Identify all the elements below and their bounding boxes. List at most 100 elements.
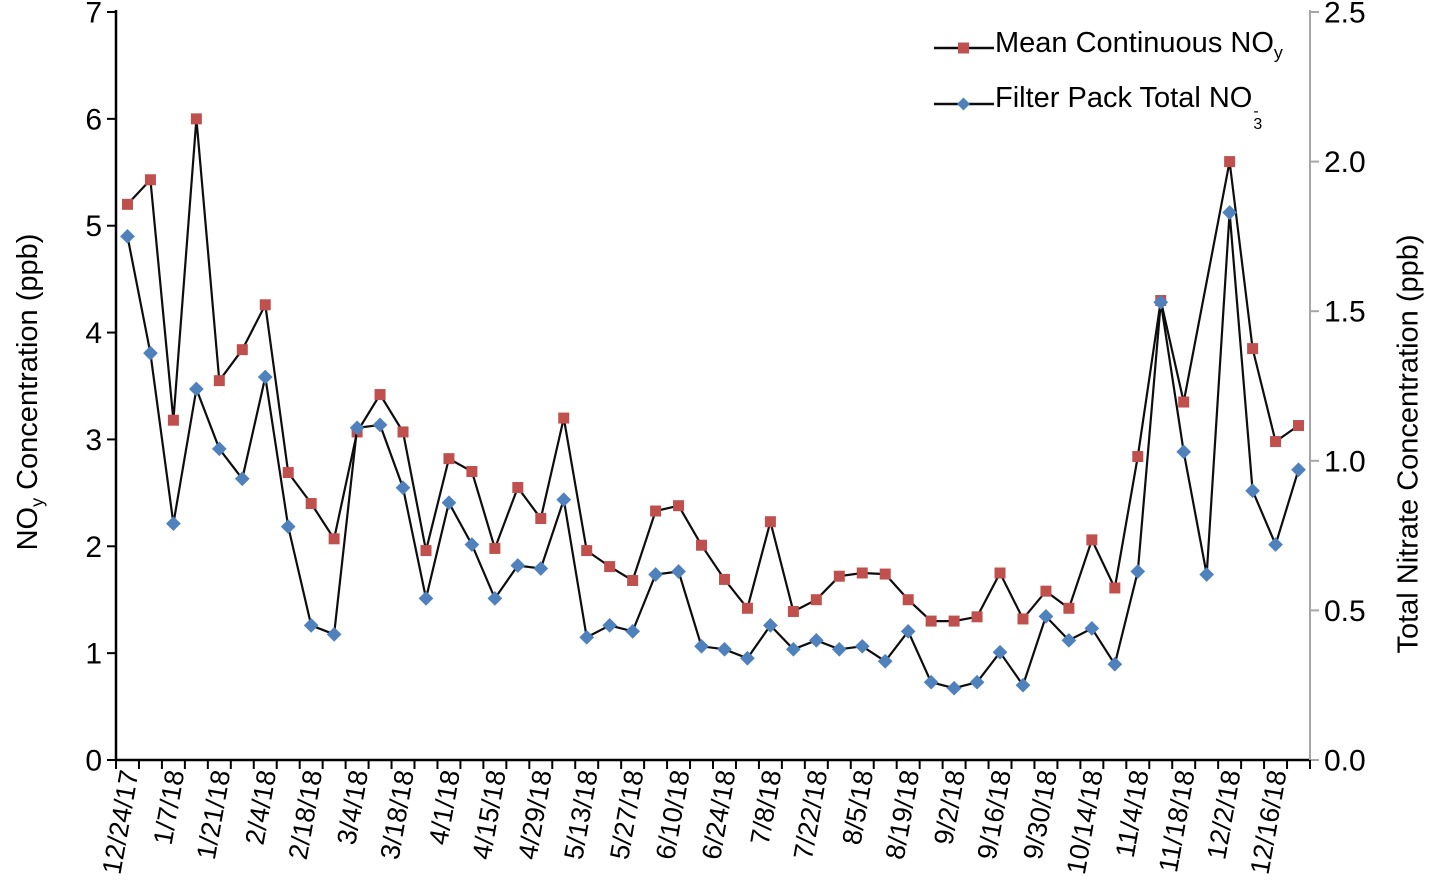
data-point-marker <box>443 453 455 465</box>
data-point-marker <box>1130 564 1146 579</box>
data-point-marker <box>764 516 776 528</box>
data-point-marker <box>190 113 202 125</box>
x-tick-label: 5/27/18 <box>604 768 649 862</box>
data-point-marker <box>464 537 480 552</box>
data-point-marker <box>1293 420 1305 432</box>
data-point-marker <box>372 417 388 433</box>
data-point-marker <box>1107 656 1123 672</box>
left-tick-label: 7 <box>85 0 102 30</box>
data-point-marker <box>650 505 662 517</box>
data-point-marker <box>994 567 1006 579</box>
data-point-marker <box>349 420 365 436</box>
x-tick-label: 12/16/18 <box>1245 768 1293 877</box>
data-point-marker <box>1268 537 1283 552</box>
x-tick-label: 2/18/18 <box>283 768 328 862</box>
data-point-marker <box>510 558 526 573</box>
x-tick-label: 10/14/18 <box>1061 768 1109 877</box>
data-point-marker <box>627 574 639 586</box>
x-tick-label: 12/2/18 <box>1201 768 1246 862</box>
data-point-marker <box>144 174 156 186</box>
right-tick-label: 2.0 <box>1324 146 1366 179</box>
x-tick-label: 1/7/18 <box>148 768 191 847</box>
data-point-marker <box>969 674 985 690</box>
x-tick-label: 8/19/18 <box>880 768 925 862</box>
data-point-marker <box>877 653 893 669</box>
data-point-marker <box>1040 585 1052 597</box>
legend-marker-blue-diamond <box>934 97 994 111</box>
left-axis-title-subscript: y <box>27 497 48 507</box>
x-tick-label: 11/18/18 <box>1153 768 1200 875</box>
data-point-marker <box>602 618 618 633</box>
data-point-marker <box>533 561 549 576</box>
data-point-marker <box>786 641 801 657</box>
x-tick-label: 3/18/18 <box>375 768 420 862</box>
data-point-marker <box>556 492 572 508</box>
data-point-marker <box>1270 436 1282 448</box>
data-point-marker <box>948 615 960 627</box>
data-point-marker <box>1291 462 1306 478</box>
right-tick-label: 1.0 <box>1324 445 1366 478</box>
legend-marker-red-square <box>934 42 994 54</box>
data-point-marker <box>992 644 1008 660</box>
data-point-marker <box>810 594 822 606</box>
left-tick-label: 6 <box>85 103 102 136</box>
x-tick-label: 12/24/17 <box>97 768 145 877</box>
data-point-marker <box>581 545 593 557</box>
x-tick-label: 4/29/18 <box>513 768 558 862</box>
x-tick-label: 6/24/18 <box>696 768 741 862</box>
left-tick-label: 3 <box>85 424 102 457</box>
data-point-marker <box>879 568 891 580</box>
left-tick-label: 4 <box>85 317 102 350</box>
data-point-marker <box>395 480 411 496</box>
data-point-marker <box>971 611 983 623</box>
data-point-marker <box>374 389 386 401</box>
x-axis-ticks: 12/24/17 1/7/18 1/21/18 2/4/18 2/18/18 3/4/18… <box>97 760 1311 877</box>
right-tick-label: 0.5 <box>1324 595 1366 628</box>
legend: Mean Continuous NOy Filter Pack Total NO… <box>934 22 1283 132</box>
data-point-marker <box>1199 567 1215 582</box>
data-point-marker <box>121 198 133 210</box>
data-point-marker <box>328 533 340 545</box>
right-tick-label: 1.5 <box>1324 296 1366 329</box>
data-point-marker <box>579 629 595 645</box>
x-tick-label: 4/15/18 <box>467 768 512 862</box>
left-tick-label: 1 <box>85 638 102 671</box>
data-point-marker <box>856 567 868 579</box>
data-point-marker <box>902 594 914 606</box>
data-point-marker <box>120 229 135 244</box>
legend-label: Filter Pack Total NO -3 <box>995 82 1263 133</box>
data-point-marker <box>741 602 753 614</box>
data-point-marker <box>1178 396 1190 408</box>
data-point-marker <box>1109 582 1121 594</box>
data-point-marker <box>1132 451 1144 463</box>
x-tick-label: 7/8/18 <box>745 768 788 847</box>
data-point-marker <box>718 573 730 585</box>
data-point-marker <box>397 426 409 438</box>
left-axis-ticks: 0 1 2 3 4 5 6 7 <box>85 0 116 778</box>
data-point-marker <box>696 539 708 551</box>
data-point-marker <box>167 414 179 426</box>
data-point-marker <box>166 516 181 531</box>
x-tick-label: 3/4/18 <box>331 768 374 847</box>
data-point-marker <box>213 375 225 387</box>
data-point-marker <box>787 605 799 617</box>
data-point-marker <box>717 641 732 657</box>
legend-item-filter-pack-no3: Filter Pack Total NO -3 <box>934 77 1283 133</box>
data-point-marker <box>466 465 478 477</box>
x-tick-label: 6/10/18 <box>650 768 695 862</box>
x-tick-label: 9/30/18 <box>1018 768 1063 862</box>
data-point-marker <box>925 615 937 627</box>
data-point-marker <box>831 641 847 657</box>
data-point-marker <box>143 345 158 361</box>
x-tick-label: 7/22/18 <box>788 768 833 862</box>
data-point-marker <box>512 482 524 494</box>
data-point-marker <box>740 650 755 666</box>
right-axis-title: Total Nitrate Concentration (ppb) <box>1392 234 1425 654</box>
data-point-marker <box>558 412 570 424</box>
series-nitrate <box>120 205 1306 696</box>
right-axis-ticks: 0.0 0.5 1.0 1.5 2.0 2.5 <box>1310 0 1366 778</box>
data-point-marker <box>1224 156 1236 168</box>
data-point-marker <box>489 542 501 554</box>
data-point-marker <box>189 381 204 397</box>
